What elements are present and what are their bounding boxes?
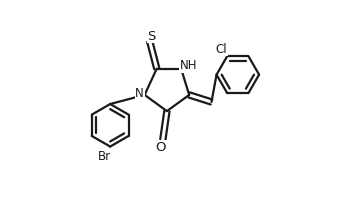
Text: N: N bbox=[135, 87, 144, 100]
Text: Br: Br bbox=[97, 150, 111, 163]
Text: NH: NH bbox=[180, 59, 198, 72]
Text: O: O bbox=[156, 141, 166, 154]
Text: Cl: Cl bbox=[215, 43, 227, 56]
Text: S: S bbox=[148, 30, 156, 43]
